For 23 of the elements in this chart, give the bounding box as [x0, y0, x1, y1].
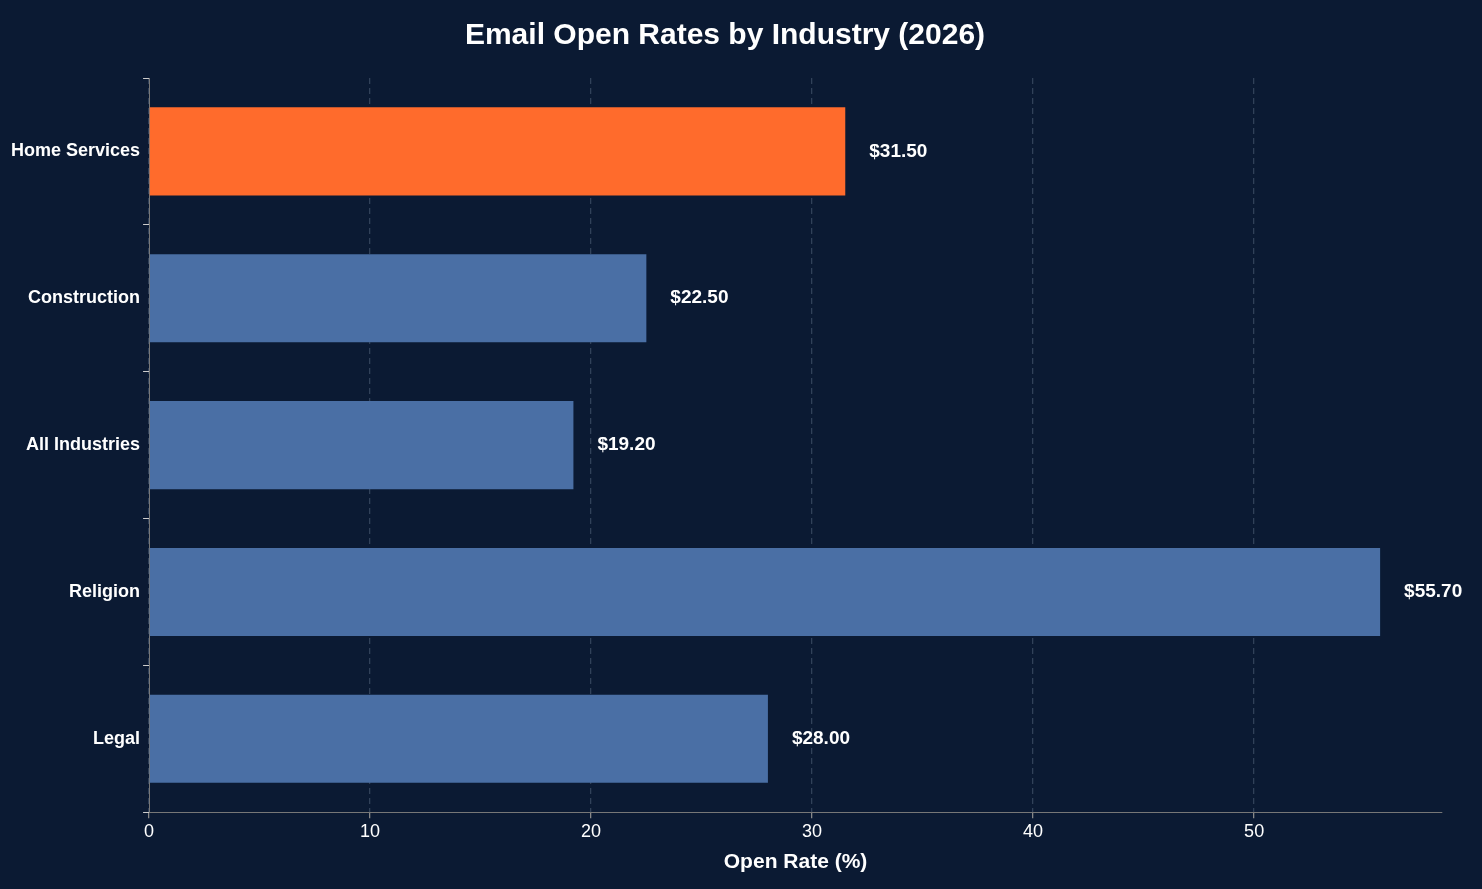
data-label: $22.50	[670, 286, 729, 308]
bar	[149, 254, 647, 343]
x-tick-label: 40	[1023, 820, 1044, 841]
y-tick-label: Construction	[28, 287, 141, 308]
bar	[149, 401, 574, 490]
x-tick-label: 0	[144, 820, 155, 841]
y-tick-label: Home Services	[11, 140, 141, 161]
x-axis-title: Open Rate (%)	[723, 849, 868, 873]
bar	[149, 547, 1381, 636]
y-tick-label: All Industries	[26, 434, 141, 455]
data-label: $19.20	[597, 433, 656, 455]
y-tick-label: Religion	[69, 580, 141, 601]
x-tick-label: 50	[1244, 820, 1265, 841]
bar	[149, 694, 768, 783]
x-tick-label: 10	[360, 820, 381, 841]
data-label: $28.00	[791, 727, 851, 749]
y-tick-label: Legal	[93, 727, 141, 748]
chart-title: Email Open Rates by Industry (2026)	[464, 17, 986, 51]
data-label: $55.70	[1404, 580, 1463, 602]
x-tick-label: 20	[581, 820, 602, 841]
bar	[149, 107, 846, 196]
x-tick-label: 30	[802, 820, 823, 841]
data-label: $31.50	[869, 139, 928, 161]
